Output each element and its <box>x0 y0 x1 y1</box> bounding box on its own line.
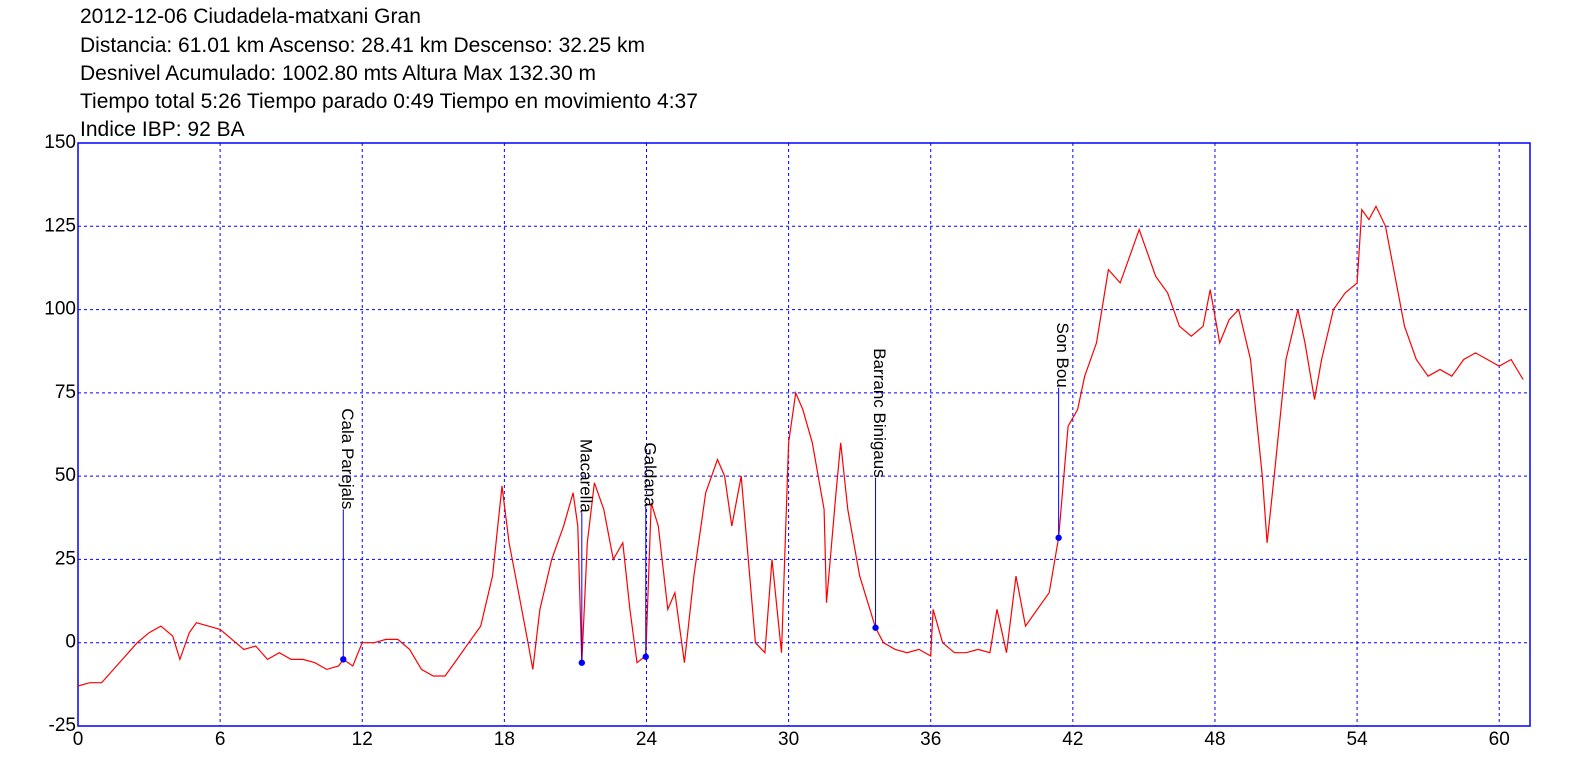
y-tick-label: 75 <box>55 382 76 403</box>
x-tick-label: 30 <box>778 729 799 750</box>
annotation-label: Macarella <box>576 439 595 513</box>
annotation-marker <box>872 624 879 631</box>
chart-subtitle: Distancia: 61.01 km Ascenso: 28.41 km De… <box>80 34 645 57</box>
chart-subtitle: Indice IBP: 92 BA <box>80 118 245 141</box>
y-tick-label: 125 <box>44 215 76 236</box>
annotation-marker <box>1055 534 1062 541</box>
x-tick-label: 0 <box>73 729 84 750</box>
y-tick-label: 50 <box>55 465 76 486</box>
x-tick-label: 36 <box>920 729 941 750</box>
plot-border <box>77 142 1531 727</box>
x-tick-label: 48 <box>1204 729 1225 750</box>
elevation-line <box>77 204 1524 687</box>
annotation-label: Galdana <box>640 442 659 507</box>
y-tick-label: 25 <box>55 548 76 569</box>
annotation-marker <box>578 659 586 666</box>
y-tick-label: 150 <box>44 132 76 153</box>
x-tick-label: 60 <box>1489 729 1510 750</box>
annotation-label: Cala Parejals <box>338 408 357 509</box>
annotation-marker <box>340 656 347 663</box>
x-tick-label: 54 <box>1347 729 1369 750</box>
y-tick-label: 0 <box>65 632 76 653</box>
y-tick-label: 100 <box>44 299 76 320</box>
x-tick-label: 6 <box>215 729 226 750</box>
annotation-label: Barranc Binigaus <box>870 348 889 477</box>
x-tick-label: 12 <box>352 729 373 750</box>
chart-subtitle: Tiempo total 5:26 Tiempo parado 0:49 Tie… <box>80 90 698 113</box>
x-tick-label: 24 <box>636 729 658 750</box>
chart-subtitle: Desnivel Acumulado: 1002.80 mts Altura M… <box>80 62 596 85</box>
y-tick-label: -25 <box>49 715 76 736</box>
annotation-label: Son Bou <box>1053 323 1072 388</box>
annotation-marker <box>642 653 649 660</box>
x-tick-label: 18 <box>494 729 515 750</box>
x-tick-label: 42 <box>1062 729 1083 750</box>
chart-title: 2012-12-06 Ciudadela-matxani Gran <box>80 5 421 28</box>
